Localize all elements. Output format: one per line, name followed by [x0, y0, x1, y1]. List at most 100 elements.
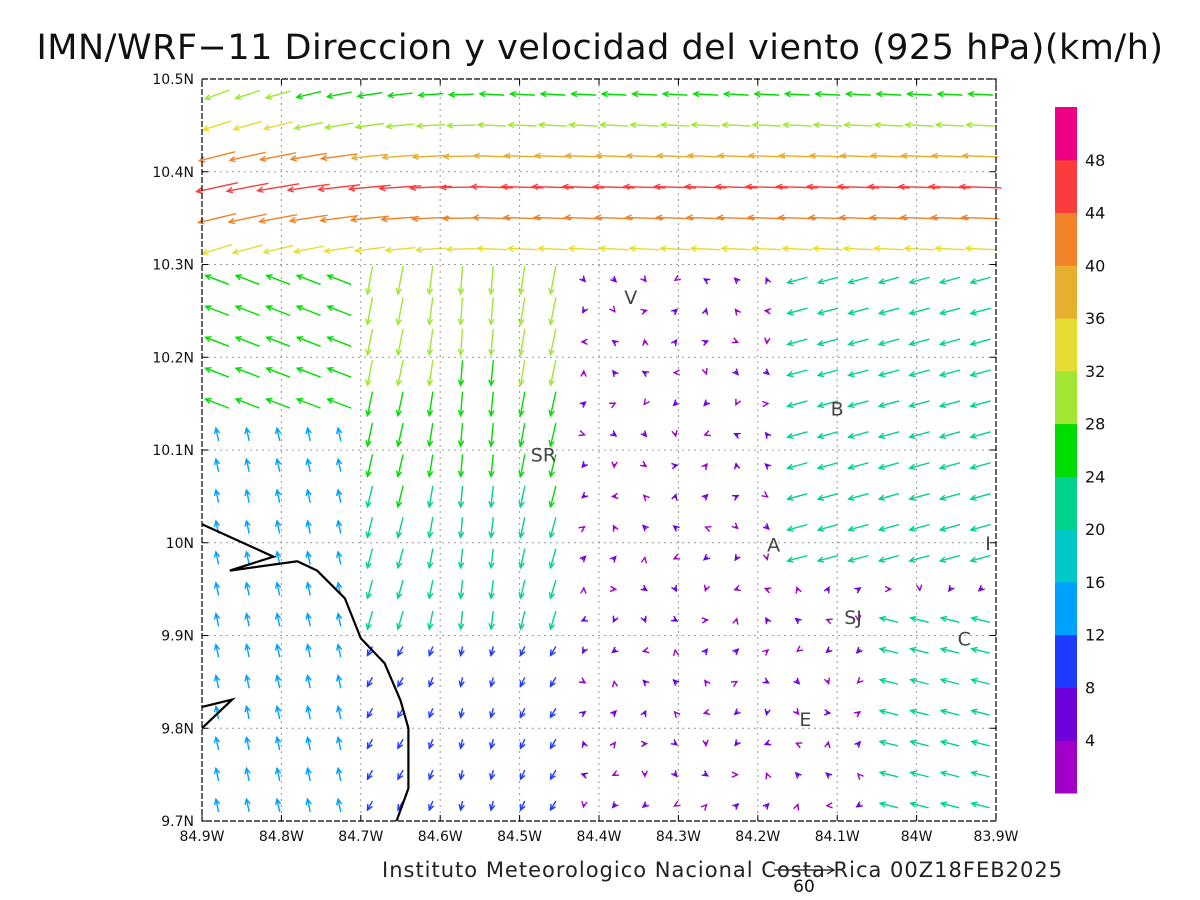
colorbar-label: 16: [1085, 573, 1105, 592]
wind-vector: [335, 612, 343, 627]
wind-vector: [488, 454, 495, 479]
wind-vector: [469, 183, 513, 190]
wind-vector: [672, 678, 680, 686]
wind-vector: [475, 245, 507, 252]
wind-vector: [305, 519, 312, 534]
wind-vector: [578, 525, 586, 533]
wind-vector: [457, 360, 465, 387]
wind-vector: [244, 766, 251, 782]
wind-vector: [395, 360, 404, 387]
wind-vector: [794, 617, 802, 625]
place-label: I: [985, 533, 991, 555]
wind-vector: [411, 153, 449, 161]
x-tick-label: 84.6W: [418, 829, 463, 845]
wind-vector: [244, 704, 251, 720]
wind-vector: [488, 360, 495, 387]
wind-vector: [354, 122, 385, 130]
wind-vector: [816, 307, 839, 316]
wind-vector: [518, 360, 526, 387]
wind-vector: [700, 803, 708, 811]
wind-vector: [764, 431, 772, 439]
wind-vector: [445, 122, 476, 129]
wind-vector: [970, 677, 990, 685]
wind-vector: [530, 183, 574, 190]
wind-vector: [408, 184, 452, 192]
wind-vector: [970, 770, 990, 778]
colorbar-label: 32: [1085, 362, 1105, 381]
wind-vector: [503, 152, 541, 160]
wind-vector: [457, 517, 465, 539]
wind-vector: [934, 121, 965, 129]
wind-vector: [908, 400, 930, 409]
wind-vector: [672, 648, 680, 657]
wind-vector: [580, 586, 587, 594]
wind-vector: [232, 120, 263, 132]
wind-vector: [365, 548, 374, 570]
wind-vector: [335, 643, 343, 658]
wind-vector: [735, 398, 742, 407]
wind-vector: [909, 801, 929, 809]
wind-vector: [274, 766, 282, 782]
wind-vector: [733, 708, 741, 716]
wind-vector: [274, 519, 282, 534]
wind-vector: [396, 610, 404, 631]
wind-vector: [326, 274, 352, 286]
wind-vector: [751, 121, 782, 129]
wind-vector: [703, 399, 711, 407]
wind-vector: [670, 739, 679, 746]
wind-vector: [964, 245, 996, 252]
wind-vector: [274, 674, 282, 689]
wind-vector: [274, 735, 282, 751]
wind-vector: [762, 523, 770, 531]
wind-vector: [836, 183, 880, 190]
wind-vector: [794, 771, 802, 779]
wind-vector: [701, 367, 708, 376]
wind-vector: [204, 336, 230, 347]
wind-vector: [365, 485, 374, 509]
wind-vector: [366, 707, 374, 719]
wind-vector: [610, 492, 619, 500]
coastline: [201, 523, 410, 822]
wind-vector: [823, 677, 831, 686]
wind-vector: [703, 679, 711, 687]
wind-vector: [395, 391, 404, 418]
wind-vector: [611, 679, 619, 688]
wind-vector: [812, 121, 843, 129]
wind-vector: [753, 90, 780, 98]
colorbar-swatch: [1055, 318, 1077, 372]
wind-vector: [939, 739, 960, 747]
wind-vector: [701, 307, 709, 316]
wind-vector: [213, 581, 221, 596]
wind-vector: [642, 338, 649, 346]
wind-vector: [847, 338, 869, 347]
wind-vector: [795, 645, 804, 653]
wind-vector: [519, 800, 526, 812]
wind-vector: [816, 338, 839, 347]
colorbar-swatch: [1055, 265, 1077, 319]
wind-vector: [428, 677, 435, 688]
wind-vector: [777, 152, 816, 160]
wind-vector: [969, 400, 991, 409]
wind-vector: [610, 709, 618, 717]
wind-vector: [478, 90, 505, 98]
wind-vector: [384, 246, 416, 254]
wind-vector: [612, 369, 619, 377]
x-tick-label: 84.9W: [179, 829, 224, 845]
wind-vector: [847, 276, 869, 285]
wind-vector: [877, 276, 900, 285]
wind-vector: [457, 548, 465, 570]
wind-vector: [213, 457, 221, 472]
wind-vector: [786, 307, 808, 316]
wind-vector: [732, 368, 740, 376]
wind-vector: [396, 579, 404, 600]
wind-vector: [672, 369, 681, 376]
wind-vector: [426, 422, 434, 448]
wind-vector: [969, 369, 991, 378]
wind-vector: [380, 215, 420, 223]
wind-vector: [426, 265, 434, 296]
wind-vector: [457, 454, 465, 479]
place-label: SJ: [844, 607, 862, 629]
wind-vector: [908, 554, 930, 563]
wind-vector: [731, 771, 740, 778]
wind-vector: [732, 494, 740, 501]
